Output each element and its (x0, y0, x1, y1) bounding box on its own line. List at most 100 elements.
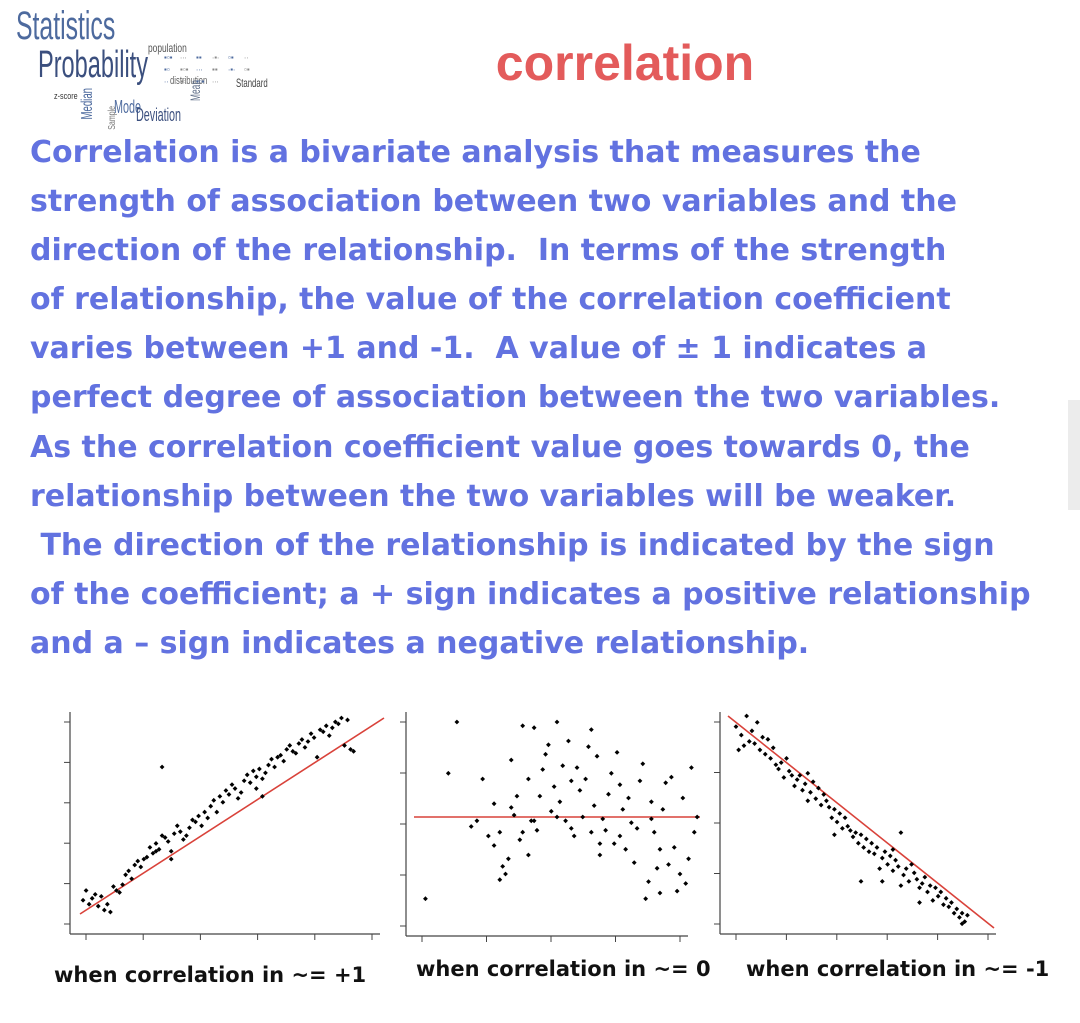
data-point (208, 803, 214, 809)
data-point (591, 803, 597, 809)
data-point (83, 888, 89, 893)
data-point (253, 774, 259, 780)
data-point (634, 825, 640, 831)
logo-word: Sample (107, 106, 118, 130)
data-point (138, 864, 144, 870)
data-point (776, 766, 781, 772)
data-point (520, 723, 526, 729)
data-point (837, 811, 843, 816)
data-point (305, 739, 311, 744)
data-point (794, 777, 800, 783)
data-point (104, 901, 110, 907)
logo-filler-mark: ∙∙ (164, 77, 169, 86)
data-point (537, 793, 543, 799)
data-point (205, 815, 211, 821)
logo-word: distribution (170, 75, 208, 87)
data-point (855, 840, 861, 846)
data-point (882, 849, 888, 855)
data-point (95, 903, 101, 909)
data-point (144, 854, 150, 860)
data-point (951, 910, 957, 916)
data-point (850, 834, 856, 840)
data-point (694, 814, 700, 820)
data-point (123, 872, 129, 878)
data-point (474, 818, 480, 824)
paragraph-line: perfect degree of association between th… (30, 380, 1001, 416)
data-point (631, 860, 637, 866)
data-point (943, 895, 949, 901)
data-point (284, 746, 290, 752)
paragraph-line: and a – sign indicates a negative relati… (30, 625, 810, 661)
data-point (946, 904, 952, 910)
data-point (269, 756, 274, 762)
statistics-logo: Statistics Probability population distribut… (14, 4, 268, 130)
data-point (879, 855, 885, 861)
data-point (296, 741, 302, 746)
data-point (608, 770, 614, 776)
data-point (89, 895, 95, 901)
logo-word: z-score (54, 91, 78, 101)
data-point (588, 727, 594, 733)
data-point (196, 813, 201, 819)
data-point (765, 736, 771, 742)
logo-filler-mark: ▪▫▪ (180, 65, 189, 74)
data-point (839, 825, 845, 831)
data-point (874, 845, 880, 850)
logo-word: Statistics (16, 4, 116, 48)
data-point (938, 889, 944, 895)
data-point (534, 827, 540, 833)
logo-word: population (148, 41, 187, 55)
data-point (80, 897, 86, 903)
data-point (917, 885, 922, 891)
data-point (813, 796, 819, 802)
data-point (831, 832, 837, 838)
data-point (597, 852, 603, 858)
data-point (691, 829, 697, 835)
data-point (497, 877, 503, 883)
data-point (911, 870, 917, 876)
data-point (574, 765, 580, 771)
data-point (660, 806, 666, 812)
data-point (680, 795, 686, 801)
data-point (954, 906, 960, 912)
data-point (171, 831, 177, 837)
data-point (92, 891, 98, 897)
data-point (259, 776, 265, 782)
data-point (202, 809, 208, 815)
data-point (689, 765, 694, 771)
data-point (332, 719, 338, 725)
logo-word: Mode (114, 97, 142, 117)
paragraph-line: relationship between the two variables w… (30, 478, 957, 514)
data-point (159, 764, 165, 770)
data-point (674, 888, 680, 894)
data-point (543, 751, 548, 757)
data-point (563, 818, 568, 824)
data-point (517, 837, 523, 843)
data-point (909, 861, 914, 867)
data-point (548, 808, 554, 814)
data-point (287, 743, 293, 748)
data-point (826, 804, 832, 810)
data-point (508, 805, 514, 810)
data-point (861, 845, 867, 850)
data-point (863, 836, 869, 842)
data-point (919, 881, 925, 886)
data-point (614, 749, 620, 755)
data-point (229, 782, 235, 788)
page-title: correlation (495, 35, 755, 91)
logo-word: Probability (38, 44, 149, 86)
data-point (654, 865, 660, 871)
data-point (914, 876, 920, 882)
data-point (177, 829, 183, 835)
data-point (244, 772, 250, 778)
data-point (935, 893, 941, 899)
data-point (445, 770, 451, 776)
data-point (214, 809, 220, 815)
data-point (485, 833, 491, 839)
data-point (749, 728, 755, 734)
data-point (818, 802, 824, 808)
data-point (520, 829, 526, 835)
data-point (583, 776, 589, 782)
data-point (223, 788, 229, 793)
data-point (842, 815, 848, 821)
